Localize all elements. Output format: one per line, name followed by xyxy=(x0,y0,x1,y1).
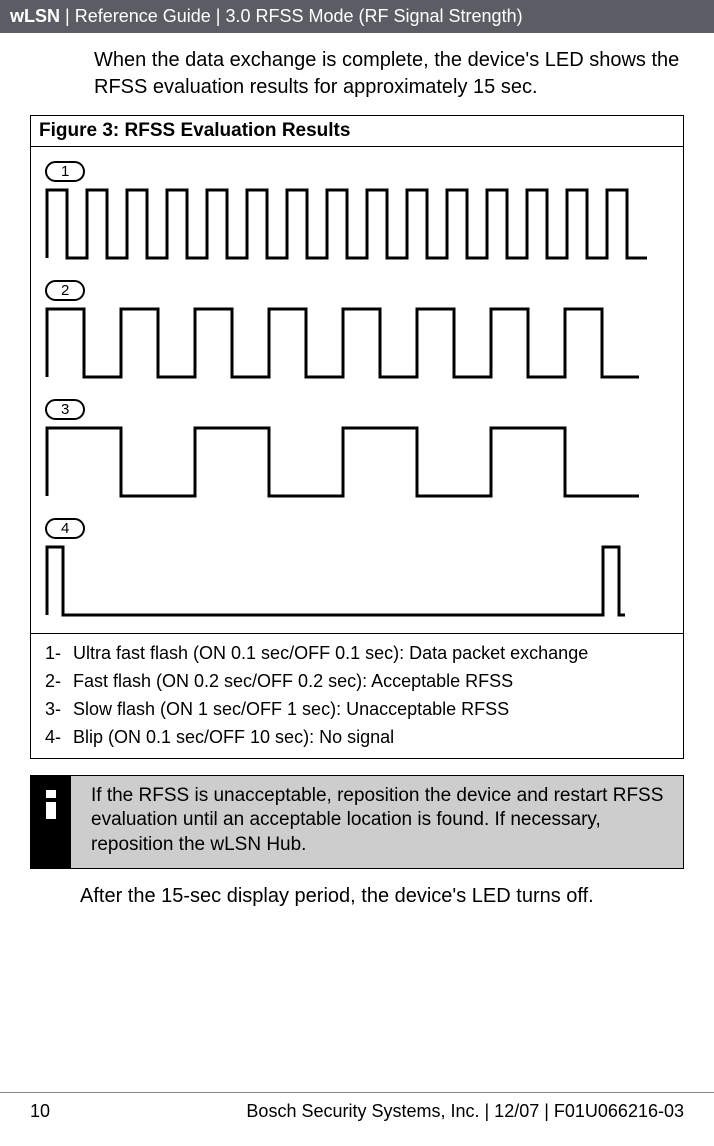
header-bar: wLSN | Reference Guide | 3.0 RFSS Mode (… xyxy=(0,0,714,33)
figure-legend: 1- Ultra fast flash (ON 0.1 sec/OFF 0.1 … xyxy=(31,633,683,758)
legend-text: Fast flash (ON 0.2 sec/OFF 0.2 sec): Acc… xyxy=(73,668,513,696)
wave-block-4: 4 xyxy=(45,518,669,619)
footer-page: 10 xyxy=(30,1101,50,1122)
figure-box: Figure 3: RFSS Evaluation Results 1 2 3 … xyxy=(30,115,684,759)
wave-svg-4 xyxy=(45,543,655,619)
wave-label-1: 1 xyxy=(45,161,85,182)
footer: 10 Bosch Security Systems, Inc. | 12/07 … xyxy=(0,1092,714,1122)
wave-svg-1 xyxy=(45,186,655,262)
wave-svg-2 xyxy=(45,305,655,381)
info-icon xyxy=(31,784,71,824)
legend-text: Slow flash (ON 1 sec/OFF 1 sec): Unaccep… xyxy=(73,696,509,724)
intro-paragraph: When the data exchange is complete, the … xyxy=(94,47,684,101)
legend-row: 2- Fast flash (ON 0.2 sec/OFF 0.2 sec): … xyxy=(45,668,673,696)
header-title-rest: | Reference Guide | 3.0 RFSS Mode (RF Si… xyxy=(60,6,523,26)
header-title-bold: wLSN xyxy=(10,6,60,26)
legend-num: 3- xyxy=(45,696,73,724)
wave-label-4: 4 xyxy=(45,518,85,539)
legend-row: 1- Ultra fast flash (ON 0.1 sec/OFF 0.1 … xyxy=(45,640,673,668)
info-icon-cell xyxy=(31,776,71,868)
legend-num: 2- xyxy=(45,668,73,696)
legend-num: 4- xyxy=(45,724,73,752)
legend-text: Ultra fast flash (ON 0.1 sec/OFF 0.1 sec… xyxy=(73,640,588,668)
legend-row: 4- Blip (ON 0.1 sec/OFF 10 sec): No sign… xyxy=(45,724,673,752)
figure-title: Figure 3: RFSS Evaluation Results xyxy=(31,116,683,147)
wave-svg-3 xyxy=(45,424,655,500)
after-paragraph: After the 15-sec display period, the dev… xyxy=(80,885,684,908)
wave-block-3: 3 xyxy=(45,399,669,500)
legend-num: 1- xyxy=(45,640,73,668)
waveform-area: 1 2 3 4 xyxy=(31,147,683,633)
legend-text: Blip (ON 0.1 sec/OFF 10 sec): No signal xyxy=(73,724,394,752)
wave-label-2: 2 xyxy=(45,280,85,301)
wave-block-1: 1 xyxy=(45,161,669,262)
wave-label-3: 3 xyxy=(45,399,85,420)
main-content: When the data exchange is complete, the … xyxy=(0,33,714,908)
info-box: If the RFSS is unacceptable, reposition … xyxy=(30,775,684,869)
legend-row: 3- Slow flash (ON 1 sec/OFF 1 sec): Unac… xyxy=(45,696,673,724)
footer-text: Bosch Security Systems, Inc. | 12/07 | F… xyxy=(246,1101,684,1122)
info-text: If the RFSS is unacceptable, reposition … xyxy=(71,776,683,868)
wave-block-2: 2 xyxy=(45,280,669,381)
